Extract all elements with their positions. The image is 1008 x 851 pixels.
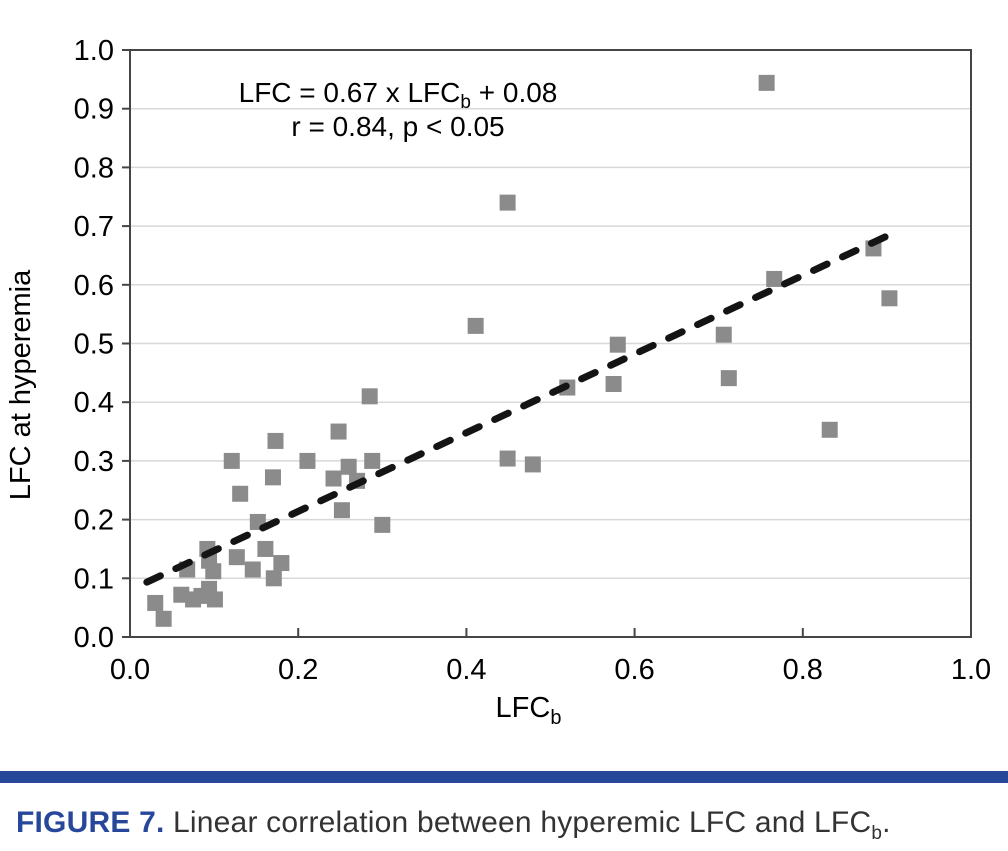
caption-label: FIGURE 7. bbox=[16, 806, 165, 839]
caption-text: Linear correlation between hyperemic LFC… bbox=[164, 806, 872, 839]
data-point bbox=[257, 540, 274, 557]
y-tick-label: 0.5 bbox=[74, 329, 114, 361]
data-point bbox=[147, 594, 164, 611]
data-point bbox=[609, 336, 626, 353]
y-tick-label: 0.4 bbox=[74, 387, 114, 419]
data-point bbox=[499, 450, 516, 467]
figure-caption: FIGURE 7. Linear correlation between hyp… bbox=[16, 801, 996, 845]
x-tick-label: 0.8 bbox=[783, 654, 823, 686]
data-point bbox=[364, 452, 381, 469]
data-point bbox=[361, 388, 378, 405]
data-point bbox=[206, 591, 223, 608]
data-point bbox=[499, 194, 516, 211]
data-point bbox=[325, 470, 342, 487]
data-point bbox=[467, 317, 484, 334]
data-point bbox=[821, 421, 838, 438]
data-point bbox=[232, 485, 249, 502]
y-tick-label: 0.7 bbox=[74, 211, 114, 243]
y-tick-label: 0.9 bbox=[74, 94, 114, 126]
data-point bbox=[758, 74, 775, 91]
data-point bbox=[267, 432, 284, 449]
data-point bbox=[720, 370, 737, 387]
gridlines bbox=[130, 107, 971, 580]
data-point bbox=[228, 549, 245, 566]
x-tick-label: 0.0 bbox=[110, 654, 150, 686]
data-points bbox=[147, 74, 898, 627]
caption-divider-bar bbox=[0, 771, 1008, 783]
data-point bbox=[265, 570, 282, 587]
y-axis-title: LFC at hyperemia bbox=[5, 269, 37, 500]
data-point bbox=[881, 290, 898, 307]
x-axis-title: LFCb bbox=[496, 692, 562, 729]
annotation-equation: LFC = 0.67 x LFCb + 0.08 bbox=[239, 77, 558, 113]
data-point bbox=[333, 502, 350, 519]
data-point bbox=[374, 516, 391, 533]
data-point bbox=[244, 561, 261, 578]
data-point bbox=[766, 270, 783, 287]
y-tick-label: 0.2 bbox=[74, 505, 114, 537]
caption-subscript: b bbox=[871, 823, 883, 844]
data-point bbox=[273, 555, 290, 572]
data-point bbox=[605, 376, 622, 393]
annotation-stats: r = 0.84, p < 0.05 bbox=[291, 111, 504, 142]
scatter-chart: 0.0 0.1 0.2 0.3 0.4 0.5 0.6 0.7 0.8 0.9 1.0 0.0 0.2 0… bbox=[5, 35, 991, 729]
y-tick-label: 0.1 bbox=[74, 563, 114, 595]
trend-line bbox=[143, 230, 895, 586]
y-tick-label: 1.0 bbox=[74, 35, 114, 67]
data-point bbox=[299, 452, 316, 469]
data-point bbox=[330, 423, 347, 440]
data-point bbox=[155, 610, 172, 627]
data-point bbox=[715, 326, 732, 343]
x-tick-label: 1.0 bbox=[951, 654, 991, 686]
x-tick-label: 0.4 bbox=[446, 654, 486, 686]
data-point bbox=[524, 456, 541, 473]
x-tick-label: 0.6 bbox=[614, 654, 654, 686]
y-tick-label: 0.0 bbox=[74, 622, 114, 654]
data-point bbox=[264, 469, 281, 486]
x-tick-label: 0.2 bbox=[278, 654, 318, 686]
y-tick-label: 0.3 bbox=[74, 446, 114, 478]
y-tick-label: 0.6 bbox=[74, 270, 114, 302]
y-tick-label: 0.8 bbox=[74, 152, 114, 184]
tick-labels: 0.0 0.1 0.2 0.3 0.4 0.5 0.6 0.7 0.8 0.9 1.0 0.0 0.2 0… bbox=[74, 35, 991, 686]
tick-marks bbox=[122, 49, 804, 638]
caption-period: . bbox=[882, 806, 891, 839]
data-point bbox=[223, 452, 240, 469]
data-point bbox=[340, 458, 357, 475]
